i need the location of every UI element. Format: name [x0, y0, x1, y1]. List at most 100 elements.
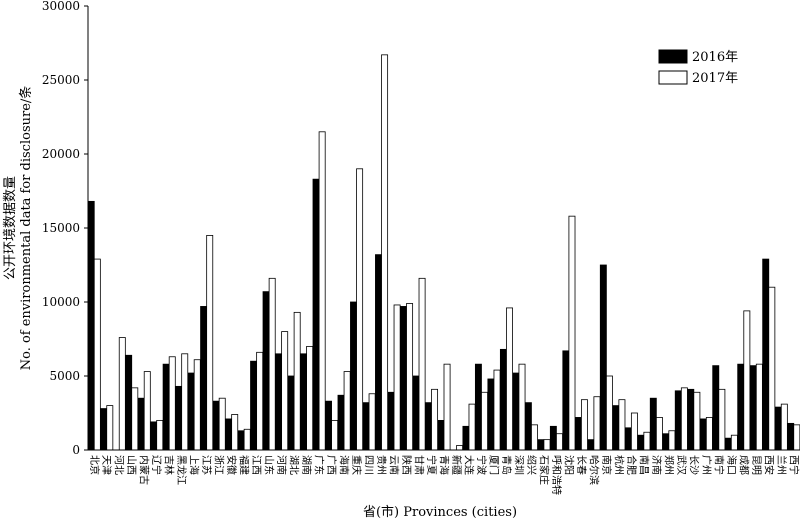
bar-2017-34: [518, 363, 526, 451]
bar-2016-39: [574, 417, 582, 451]
bar-2017-33: [506, 307, 513, 451]
bar-2016-15: [275, 353, 283, 451]
x-tick-label: 成都: [737, 455, 749, 475]
y-tick-label: 5000: [49, 369, 80, 383]
bar-2016-1: [100, 408, 108, 451]
bar-2017-23: [381, 54, 389, 451]
bar-2016-36: [537, 439, 545, 451]
x-tick-label: 广西: [325, 455, 337, 475]
x-tick-label: 长沙: [687, 455, 699, 475]
x-tick-label: 广东: [313, 455, 326, 475]
bar-2017-2: [118, 337, 126, 451]
bar-2017-43: [630, 412, 638, 451]
x-tick-label: 西安: [762, 455, 775, 475]
bar-2017-22: [368, 393, 376, 451]
bar-2017-32: [493, 369, 501, 451]
x-tick-label: 南宁: [712, 455, 725, 475]
legend-label-2016: 2016年: [692, 50, 738, 65]
bar-2017-28: [443, 363, 451, 451]
bar-2017-40: [593, 396, 601, 451]
bar-2016-7: [175, 385, 183, 451]
bar-2017-13: [256, 351, 264, 451]
bar-2016-6: [162, 363, 170, 451]
bar-2016-40: [587, 439, 595, 451]
bar-2016-51: [724, 437, 732, 451]
bar-2017-5: [156, 419, 164, 451]
x-tick-label: 山西: [125, 455, 137, 475]
bar-2017-19: [331, 419, 339, 451]
bar-2016-17: [300, 353, 307, 451]
y-tick-label: 0: [72, 443, 80, 457]
x-tick-label: 石家庄: [537, 455, 550, 485]
bar-2017-9: [206, 234, 214, 451]
bar-2016-21: [350, 301, 357, 451]
x-tick-label: 山东: [263, 455, 276, 475]
bar-2017-15: [281, 331, 289, 451]
y-tick-label: 10000: [42, 295, 80, 309]
bar-2017-29: [456, 445, 463, 451]
x-tick-label: 宁夏: [425, 455, 438, 475]
x-tick-label: 浙江: [213, 455, 225, 475]
bar-2016-20: [337, 394, 345, 451]
bar-2017-55: [780, 403, 788, 451]
bar-2017-11: [231, 414, 239, 451]
y-tick-label: 30000: [42, 0, 80, 13]
x-tick-label: 安徽: [225, 455, 238, 475]
bar-2017-6: [168, 356, 176, 451]
bar-2017-18: [318, 131, 326, 451]
x-tick-label: 西宁: [787, 455, 800, 475]
bar-2016-49: [699, 418, 707, 451]
x-tick-label: 江苏: [200, 455, 213, 475]
bar-2017-48: [693, 391, 701, 451]
bar-2017-31: [481, 391, 488, 451]
bar-2017-56: [793, 424, 800, 451]
x-tick-label: 河北: [113, 455, 125, 475]
x-tick-label: 兰州: [775, 455, 788, 475]
bar-2016-56: [787, 422, 795, 451]
bar-2016-47: [674, 390, 682, 451]
x-tick-label: 云南: [388, 455, 401, 475]
x-tick-label: 内蒙古: [138, 455, 151, 485]
bar-2017-10: [218, 397, 226, 451]
bar-2016-37: [549, 425, 557, 451]
x-axis-label: 省(市) Provinces (cities): [363, 504, 517, 520]
bar-2017-41: [605, 375, 613, 451]
bar-2017-7: [181, 353, 189, 451]
legend-swatch-2016: [658, 49, 688, 64]
legend-swatch-2017: [658, 70, 688, 85]
bar-2017-36: [543, 439, 551, 451]
bar-2016-23: [375, 254, 382, 451]
bar-2016-52: [737, 363, 745, 451]
bar-2016-48: [687, 388, 695, 451]
x-tick-label: 绍兴: [525, 455, 538, 475]
bar-2017-20: [343, 371, 351, 451]
bar-2017-25: [406, 303, 414, 451]
y-axis-label-cn: 公开环境数据数量: [3, 176, 18, 280]
bar-2017-45: [655, 417, 663, 451]
bar-2017-53: [755, 363, 763, 451]
x-tick-label: 四川: [363, 455, 374, 475]
bar-2017-52: [743, 310, 751, 451]
x-tick-label: 海口: [725, 455, 738, 475]
bar-2016-55: [774, 406, 782, 451]
x-tick-label: 深圳: [512, 455, 524, 475]
x-tick-label: 郑州: [662, 455, 675, 475]
x-tick-label: 青海: [438, 455, 451, 475]
x-tick-label: 重庆: [350, 455, 363, 475]
bar-2016-9: [200, 306, 208, 451]
x-tick-label: 哈尔滨: [587, 455, 600, 485]
x-tick-label: 广州: [700, 455, 712, 475]
bar-2016-13: [250, 360, 258, 451]
y-tick-label: 15000: [42, 221, 80, 235]
bar-2017-14: [268, 277, 276, 451]
x-tick-label: 天津: [100, 455, 112, 475]
bar-2016-0: [87, 200, 95, 451]
x-tick-label: 南昌: [637, 455, 650, 475]
x-tick-label: 杭州: [612, 455, 625, 475]
x-tick-label: 宁波: [475, 455, 488, 475]
x-tick-label: 河南: [275, 455, 288, 475]
bar-2016-11: [225, 418, 233, 451]
bar-2017-3: [131, 387, 139, 451]
bar-2016-45: [649, 397, 657, 451]
x-tick-label: 黑龙江: [175, 455, 188, 485]
